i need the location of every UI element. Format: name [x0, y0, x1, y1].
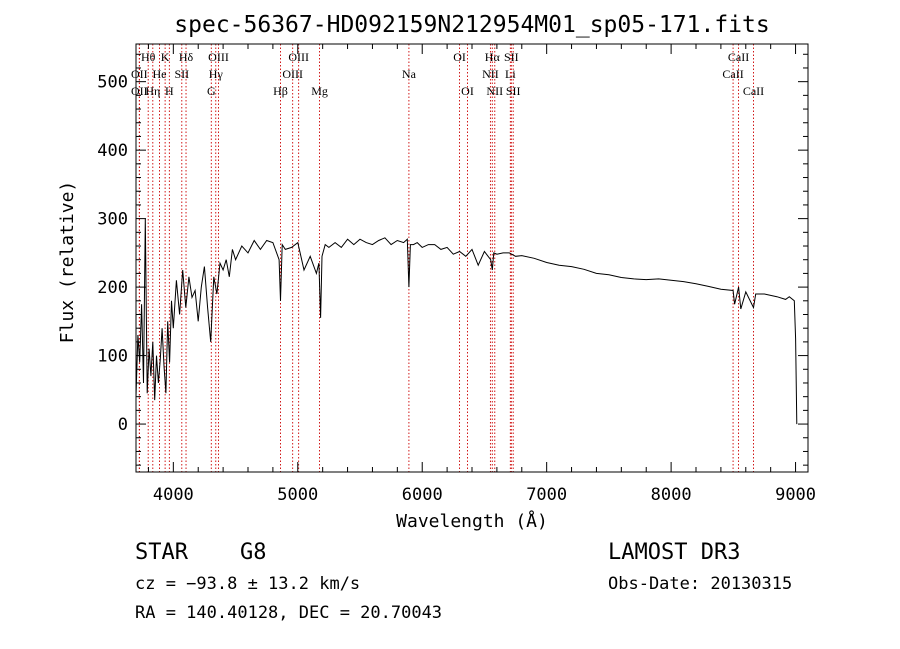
line-marker-label: Hδ — [179, 50, 194, 64]
line-marker-label: OI — [461, 84, 474, 98]
x-tick-label: 5000 — [277, 485, 318, 505]
line-marker-label: OII — [131, 84, 148, 98]
line-marker-label: OIII — [288, 50, 309, 64]
y-tick-label: 400 — [97, 141, 128, 161]
y-tick-label: 200 — [97, 278, 128, 298]
object-subclass: G8 — [240, 540, 267, 565]
y-tick-label: 100 — [97, 347, 128, 367]
y-tick-label: 500 — [97, 73, 128, 93]
line-marker-label: Mg — [311, 84, 328, 98]
line-marker-label: OIII — [282, 67, 303, 81]
line-marker-label: Hγ — [209, 67, 224, 81]
line-markers — [138, 44, 754, 472]
line-marker-label: CaII — [743, 84, 764, 98]
flux-series-line — [135, 218, 798, 425]
line-marker-label: OI — [453, 50, 466, 64]
line-marker-label: CaII — [722, 67, 743, 81]
line-marker-label: OII — [131, 67, 148, 81]
y-axis-label: Flux (relative) — [57, 181, 78, 344]
survey-name: LAMOST DR3 — [608, 540, 741, 565]
line-marker-label: Na — [402, 67, 417, 81]
line-marker-label: Hβ — [273, 84, 288, 98]
x-tick-label: 4000 — [153, 485, 194, 505]
line-marker-label: SII — [174, 67, 189, 81]
chart-title: spec-56367-HD092159N212954M01_sp05-171.f… — [174, 12, 769, 38]
line-marker-label: OIII — [208, 50, 229, 64]
x-tick-label: 9000 — [775, 485, 816, 505]
line-marker-label: NII — [486, 84, 503, 98]
axis-tick-labels: 4000 5000 6000 7000 8000 9000 0 100 200 300 400 500 — [97, 73, 816, 505]
line-marker-label: CaII — [728, 50, 749, 64]
line-marker-label: SII — [506, 84, 521, 98]
x-tick-label: 6000 — [402, 485, 443, 505]
y-tick-label: 300 — [97, 210, 128, 230]
sky-coordinates: RA = 140.40128, DEC = 20.70043 — [135, 603, 443, 623]
line-marker-label: NII — [482, 67, 499, 81]
observation-date: Obs-Date: 20130315 — [608, 574, 793, 594]
object-class: STAR — [135, 540, 188, 565]
line-marker-label: Hθ — [141, 50, 156, 64]
line-marker-label: G — [207, 84, 216, 98]
y-tick-label: 0 — [118, 415, 128, 435]
line-marker-label: SII — [504, 50, 519, 64]
line-marker-label: He — [153, 67, 167, 81]
x-tick-label: 8000 — [651, 485, 692, 505]
line-marker-label: Li — [505, 67, 516, 81]
x-axis-label: Wavelength (Å) — [396, 510, 548, 532]
axis-ticks — [136, 44, 808, 472]
line-marker-label: K — [161, 50, 170, 64]
line-marker-label: H — [165, 84, 174, 98]
redshift-velocity: cz = −93.8 ± 13.2 km/s — [135, 574, 361, 594]
line-marker-label: Hα — [485, 50, 501, 64]
line-marker-label: Hη — [145, 84, 160, 98]
x-tick-label: 7000 — [526, 485, 567, 505]
